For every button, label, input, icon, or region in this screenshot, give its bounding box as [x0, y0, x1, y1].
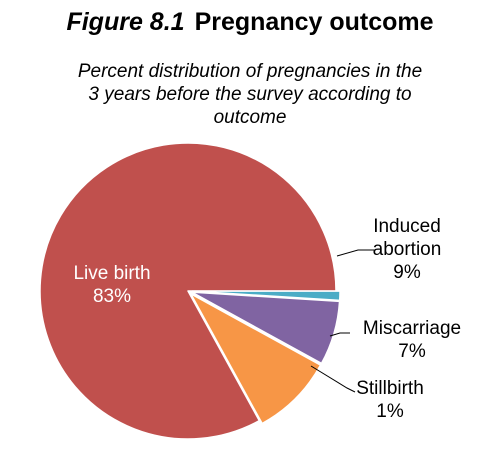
slice-miscarriage	[191, 291, 341, 365]
slice-induced-abortion	[190, 293, 322, 425]
slice-category-label: Induced	[373, 216, 441, 237]
leader-line	[310, 365, 356, 393]
leader-line	[336, 249, 374, 257]
slice-live-birth	[39, 142, 337, 440]
slice-value-label: 83%	[93, 286, 131, 307]
figure-number: Figure 8.1	[66, 8, 185, 36]
figure-name: Pregnancy outcome	[194, 8, 434, 36]
subtitle-line-2: 3 years before the survey according to	[88, 84, 412, 105]
label-miscarriage: Miscarriage 7%	[363, 318, 461, 362]
figure-subtitle: Percent distribution of pregnancies in t…	[30, 60, 470, 129]
slice-stillbirth	[191, 290, 341, 302]
subtitle-line-1: Percent distribution of pregnancies in t…	[77, 61, 423, 82]
slice-category-label: abortion	[373, 239, 442, 260]
figure-title: Figure 8.1 Pregnancy outcome	[0, 8, 500, 37]
slice-category-label: Stillbirth	[356, 378, 424, 399]
slice-value-label: 1%	[376, 401, 404, 422]
subtitle-line-3: outcome	[213, 107, 287, 128]
label-induced-abortion: Induced abortion 9%	[373, 216, 442, 283]
label-live-birth: Live birth 83%	[73, 263, 150, 307]
leader-line	[329, 332, 350, 337]
slice-category-label: Miscarriage	[363, 318, 461, 339]
slice-value-label: 9%	[393, 262, 421, 283]
slice-value-label: 7%	[398, 341, 426, 362]
pie-labels: Live birth 83% Induced abortion 9% Miscarriag…	[73, 216, 461, 422]
pie-slices	[39, 142, 341, 440]
slice-category-label: Live birth	[73, 263, 150, 284]
label-stillbirth: Stillbirth 1%	[356, 378, 424, 422]
